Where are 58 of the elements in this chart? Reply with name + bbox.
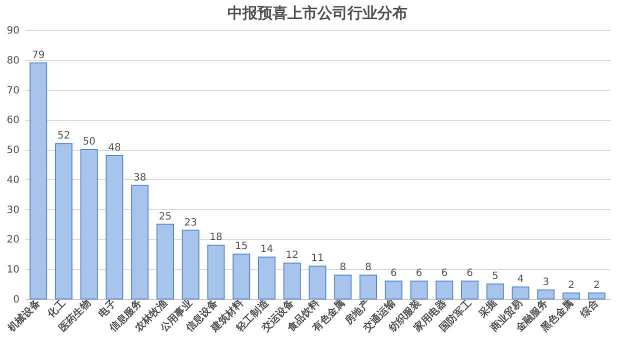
bar	[258, 256, 276, 300]
data-label: 2	[593, 280, 600, 292]
data-label: 6	[466, 268, 473, 280]
data-label: 8	[365, 262, 372, 274]
bar	[308, 266, 326, 300]
bar	[80, 149, 98, 300]
data-label: 4	[517, 274, 524, 286]
data-label: 12	[286, 250, 298, 262]
y-tick-label: 20	[6, 234, 20, 246]
data-label: 15	[234, 241, 248, 252]
bar	[283, 262, 301, 300]
y-tick-label: 90	[6, 26, 20, 36]
y-tick-label: 40	[6, 174, 20, 186]
bar	[562, 292, 580, 300]
data-label: 8	[340, 262, 346, 274]
bar	[106, 155, 124, 300]
bar	[486, 284, 504, 300]
data-label: 38	[133, 172, 146, 184]
data-label: 18	[210, 232, 222, 244]
y-tick-label: 60	[6, 115, 20, 126]
data-label: 2	[568, 280, 574, 292]
bar	[334, 274, 352, 300]
data-label: 50	[82, 136, 96, 148]
bar	[54, 143, 72, 300]
data-label: 3	[542, 277, 550, 288]
data-label: 6	[441, 268, 448, 280]
data-label: 52	[57, 130, 70, 142]
y-tick-label: 10	[6, 264, 20, 276]
data-label: 79	[32, 50, 45, 61]
y-tick-label: 30	[6, 204, 20, 216]
data-label: 6	[390, 268, 397, 280]
data-label: 6	[416, 268, 422, 280]
chart-title: 中报预喜上市公司行业分布	[228, 4, 408, 22]
data-label: 23	[184, 217, 197, 228]
data-label: 5	[492, 271, 498, 282]
bar	[384, 280, 402, 300]
data-label: 48	[108, 142, 121, 154]
y-tick-label: 0	[13, 294, 20, 306]
bar	[232, 254, 250, 300]
x-tick-label: 综合	[578, 296, 602, 321]
bar	[182, 230, 200, 300]
y-tick-label: 70	[6, 85, 20, 96]
bar	[512, 286, 530, 300]
bar	[156, 224, 174, 300]
bar	[436, 280, 454, 300]
bar	[410, 280, 428, 300]
y-tick-label: 80	[6, 55, 20, 66]
bar	[207, 244, 225, 300]
bar	[588, 292, 606, 300]
bar	[131, 184, 149, 300]
bar	[30, 62, 48, 300]
bar	[537, 290, 555, 300]
bar	[360, 274, 378, 300]
data-label: 14	[260, 244, 274, 256]
data-label: 11	[311, 253, 324, 264]
bar	[461, 280, 479, 300]
data-label: 25	[158, 211, 172, 222]
y-tick-label: 50	[6, 145, 20, 156]
